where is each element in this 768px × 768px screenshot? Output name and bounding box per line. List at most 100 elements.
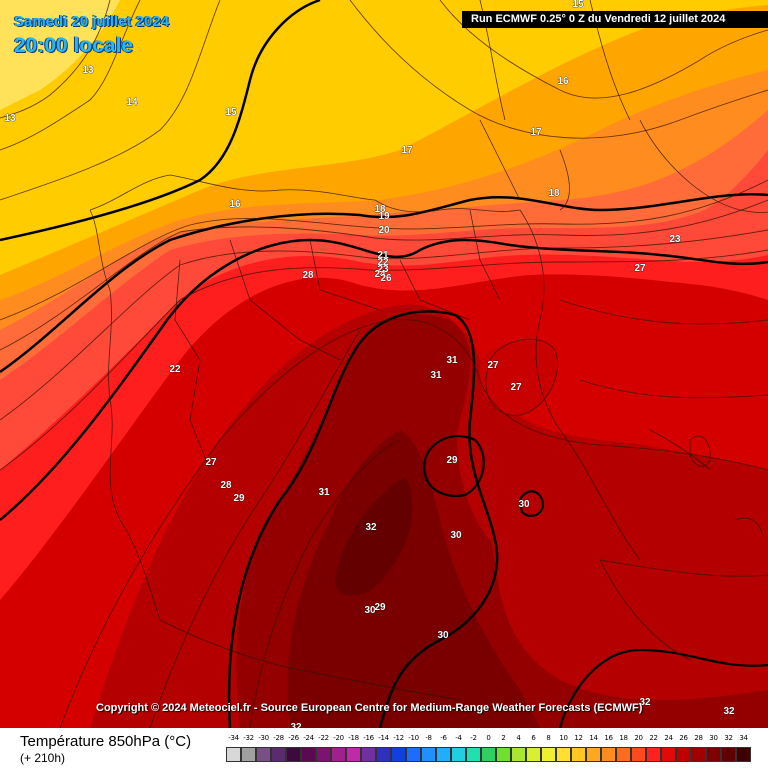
label-30b: 30 <box>450 530 462 541</box>
scale-label: -18 <box>348 734 359 742</box>
scale-label: 6 <box>531 734 536 742</box>
parameter-title: Température 850hPa (°C) <box>20 733 192 750</box>
scale-swatch <box>421 747 436 762</box>
scale-label: 0 <box>486 734 491 742</box>
scale-label: 14 <box>589 734 598 742</box>
contour-labels: 13 13 14 15 15 16 16 17 17 18 18 19 20 2… <box>4 0 735 728</box>
scale-swatch <box>601 747 616 762</box>
scale-swatch <box>691 747 706 762</box>
scale-swatch <box>511 747 526 762</box>
zone-31 <box>287 430 540 728</box>
label-28: 28 <box>302 270 314 281</box>
zone-cool-warm-pocket <box>479 339 558 416</box>
scale-swatch <box>676 747 691 762</box>
color-scale-labels: -34 -32 -30 -28 -26 -24 -22 -20 -18 -16 -14 -12 -10-… <box>226 734 751 745</box>
label-28b: 28 <box>220 480 232 491</box>
label-15b: 15 <box>572 0 584 10</box>
label-30a: 30 <box>518 499 530 510</box>
scale-swatch <box>346 747 361 762</box>
isotherm-30-south <box>558 648 768 728</box>
scale-swatch <box>301 747 316 762</box>
label-21: 21 <box>377 250 389 261</box>
label-29c: 29 <box>374 602 386 613</box>
copyright-notice: Copyright © 2024 Meteociel.fr - Source E… <box>96 702 643 714</box>
label-23a: 23 <box>377 264 389 275</box>
scale-swatch <box>376 747 391 762</box>
scale-swatch <box>466 747 481 762</box>
scale-label: 22 <box>649 734 658 742</box>
label-29b: 29 <box>233 493 245 504</box>
scale-swatch <box>436 747 451 762</box>
forecast-date: Samedi 20 juillet 2024 <box>14 13 170 30</box>
scale-label: -32 <box>243 734 254 742</box>
scale-swatch <box>226 747 241 762</box>
model-run-info: Run ECMWF 0.25° 0 Z du Vendredi 12 juill… <box>462 11 768 28</box>
scale-swatch <box>616 747 631 762</box>
label-27a: 27 <box>634 263 646 274</box>
scale-swatch <box>571 747 586 762</box>
label-16a: 16 <box>557 76 569 87</box>
isotherm-25 <box>0 238 768 521</box>
scale-label: -8 <box>425 734 432 742</box>
scale-label: 34 <box>739 734 748 742</box>
label-13b: 13 <box>4 113 16 124</box>
scale-label: 20 <box>634 734 643 742</box>
lead-time: (+ 210h) <box>20 751 66 765</box>
scale-swatch <box>556 747 571 762</box>
label-27c: 27 <box>510 382 522 393</box>
zone-32 <box>335 478 412 596</box>
scale-label: -28 <box>273 734 284 742</box>
scale-label: -12 <box>393 734 404 742</box>
label-27b: 27 <box>487 360 499 371</box>
scale-swatch <box>316 747 331 762</box>
label-27d: 27 <box>205 457 217 468</box>
scale-swatch <box>271 747 286 762</box>
label-32a: 32 <box>365 522 377 533</box>
label-22a: 22 <box>377 257 389 268</box>
scale-label: -34 <box>228 734 239 742</box>
scale-label: -30 <box>258 734 269 742</box>
scale-swatch <box>241 747 256 762</box>
scale-swatch <box>631 747 646 762</box>
label-30c: 30 <box>364 605 376 616</box>
label-16b: 16 <box>229 199 241 210</box>
scale-swatch <box>256 747 271 762</box>
scale-label: 4 <box>516 734 521 742</box>
color-scale: -34 -32 -30 -28 -26 -24 -22 -20 -18 -16 -14 -12 -10-… <box>226 734 751 764</box>
scale-swatch <box>586 747 601 762</box>
isotherm-30-ring <box>423 435 485 498</box>
scale-label: 26 <box>679 734 688 742</box>
scale-swatch <box>736 747 751 762</box>
scale-label: 28 <box>694 734 703 742</box>
label-13a: 13 <box>82 65 94 76</box>
label-32b: 32 <box>639 697 651 708</box>
isotherm-30 <box>227 310 499 728</box>
scale-label: -20 <box>333 734 344 742</box>
legend-bar: Température 850hPa (°C) (+ 210h) -34 -32-… <box>0 728 768 768</box>
scale-label: -14 <box>378 734 389 742</box>
label-31c: 31 <box>318 487 330 498</box>
scale-swatch <box>526 747 541 762</box>
label-32d: 32 <box>290 722 302 728</box>
scale-swatch <box>406 747 421 762</box>
label-17a: 17 <box>530 127 542 138</box>
scale-label: 16 <box>604 734 613 742</box>
scale-label: 30 <box>709 734 718 742</box>
label-17b: 17 <box>401 145 413 156</box>
color-scale-swatches <box>226 747 751 762</box>
label-15a: 15 <box>225 107 237 118</box>
scale-swatch <box>361 747 376 762</box>
thin-isotherms <box>0 0 768 728</box>
label-29a: 29 <box>446 455 458 466</box>
label-31b: 31 <box>430 370 442 381</box>
scale-label: -2 <box>470 734 477 742</box>
label-22b: 22 <box>169 364 181 375</box>
label-24: 24 <box>374 269 386 280</box>
scale-swatch <box>391 747 406 762</box>
scale-label: 18 <box>619 734 628 742</box>
scale-swatch <box>706 747 721 762</box>
scale-label: -22 <box>318 734 329 742</box>
scale-swatch <box>496 747 511 762</box>
coastlines <box>89 0 768 701</box>
scale-swatch <box>721 747 736 762</box>
